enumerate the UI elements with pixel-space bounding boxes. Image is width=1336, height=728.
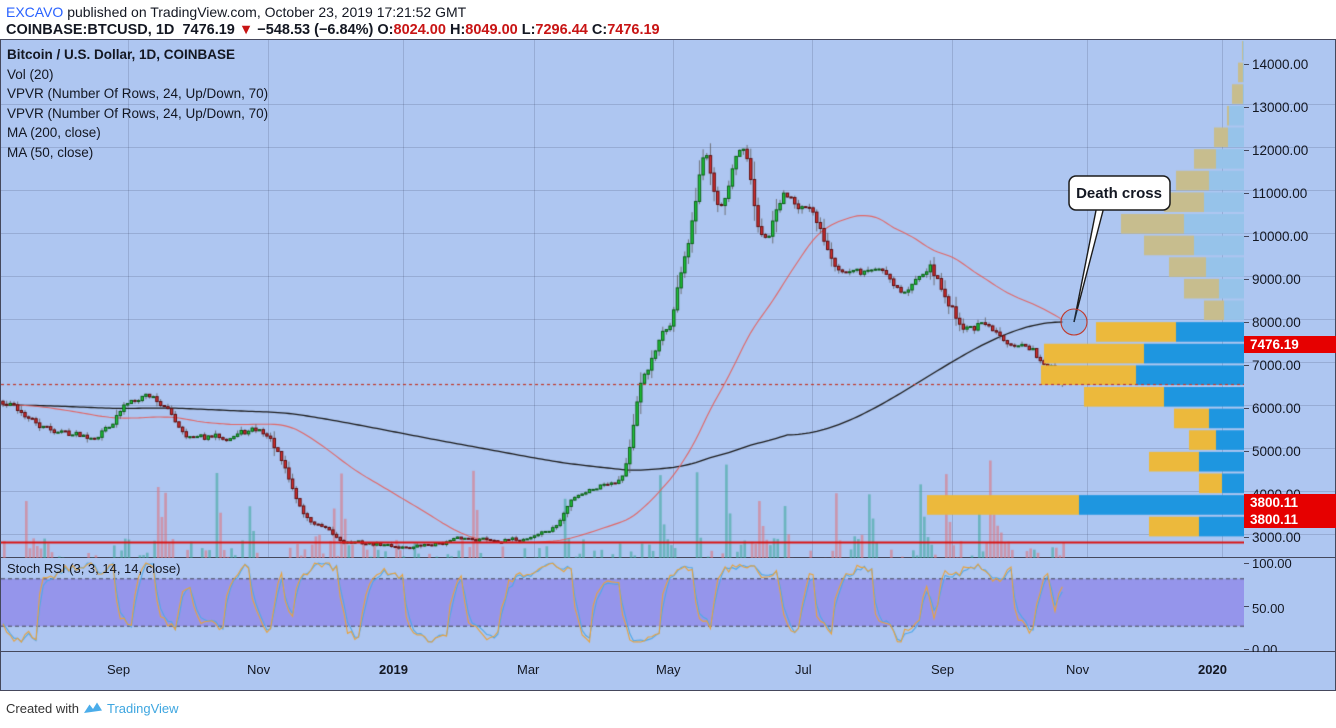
svg-text:Death cross: Death cross: [1076, 185, 1162, 202]
